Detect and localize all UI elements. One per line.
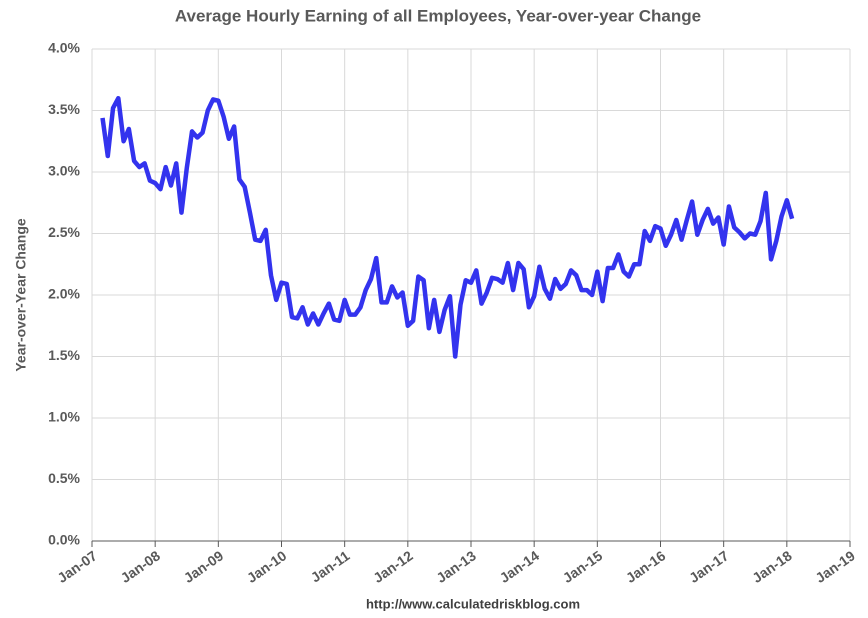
x-tick-label: Jan-13 bbox=[433, 547, 479, 586]
y-tick-label: 0.5% bbox=[48, 470, 80, 486]
x-tick-label: Jan-12 bbox=[370, 547, 416, 586]
data-line bbox=[100, 95, 795, 359]
y-tick-label: 4.0% bbox=[48, 40, 80, 56]
x-tick-label: Jan-14 bbox=[496, 547, 542, 586]
x-tick-label: Jan-07 bbox=[54, 547, 100, 586]
y-tick-label: 2.5% bbox=[48, 224, 80, 240]
chart-title: Average Hourly Earning of all Employees,… bbox=[175, 6, 701, 25]
y-axis-label: Year-over-Year Change bbox=[13, 218, 29, 372]
y-tick-label: 3.5% bbox=[48, 101, 80, 117]
x-tick-label: Jan-15 bbox=[560, 547, 606, 586]
y-tick-label: 2.0% bbox=[48, 286, 80, 302]
x-tick-label: Jan-09 bbox=[181, 547, 227, 586]
x-tick-label: Jan-17 bbox=[686, 547, 732, 586]
x-tick-label: Jan-10 bbox=[244, 547, 290, 586]
x-tick-label: Jan-19 bbox=[812, 547, 858, 586]
y-tick-label: 3.0% bbox=[48, 163, 80, 179]
x-tick-label: Jan-11 bbox=[308, 547, 353, 585]
x-tick-label: Jan-16 bbox=[623, 547, 669, 586]
source: http://www.calculatedriskblog.com bbox=[366, 596, 580, 611]
y-tick-label: 0.0% bbox=[48, 532, 80, 548]
y-tick-label: 1.5% bbox=[48, 347, 80, 363]
x-tick-label: Jan-18 bbox=[749, 547, 795, 586]
x-tick-label: Jan-08 bbox=[117, 547, 163, 586]
y-tick-label: 1.0% bbox=[48, 409, 80, 425]
